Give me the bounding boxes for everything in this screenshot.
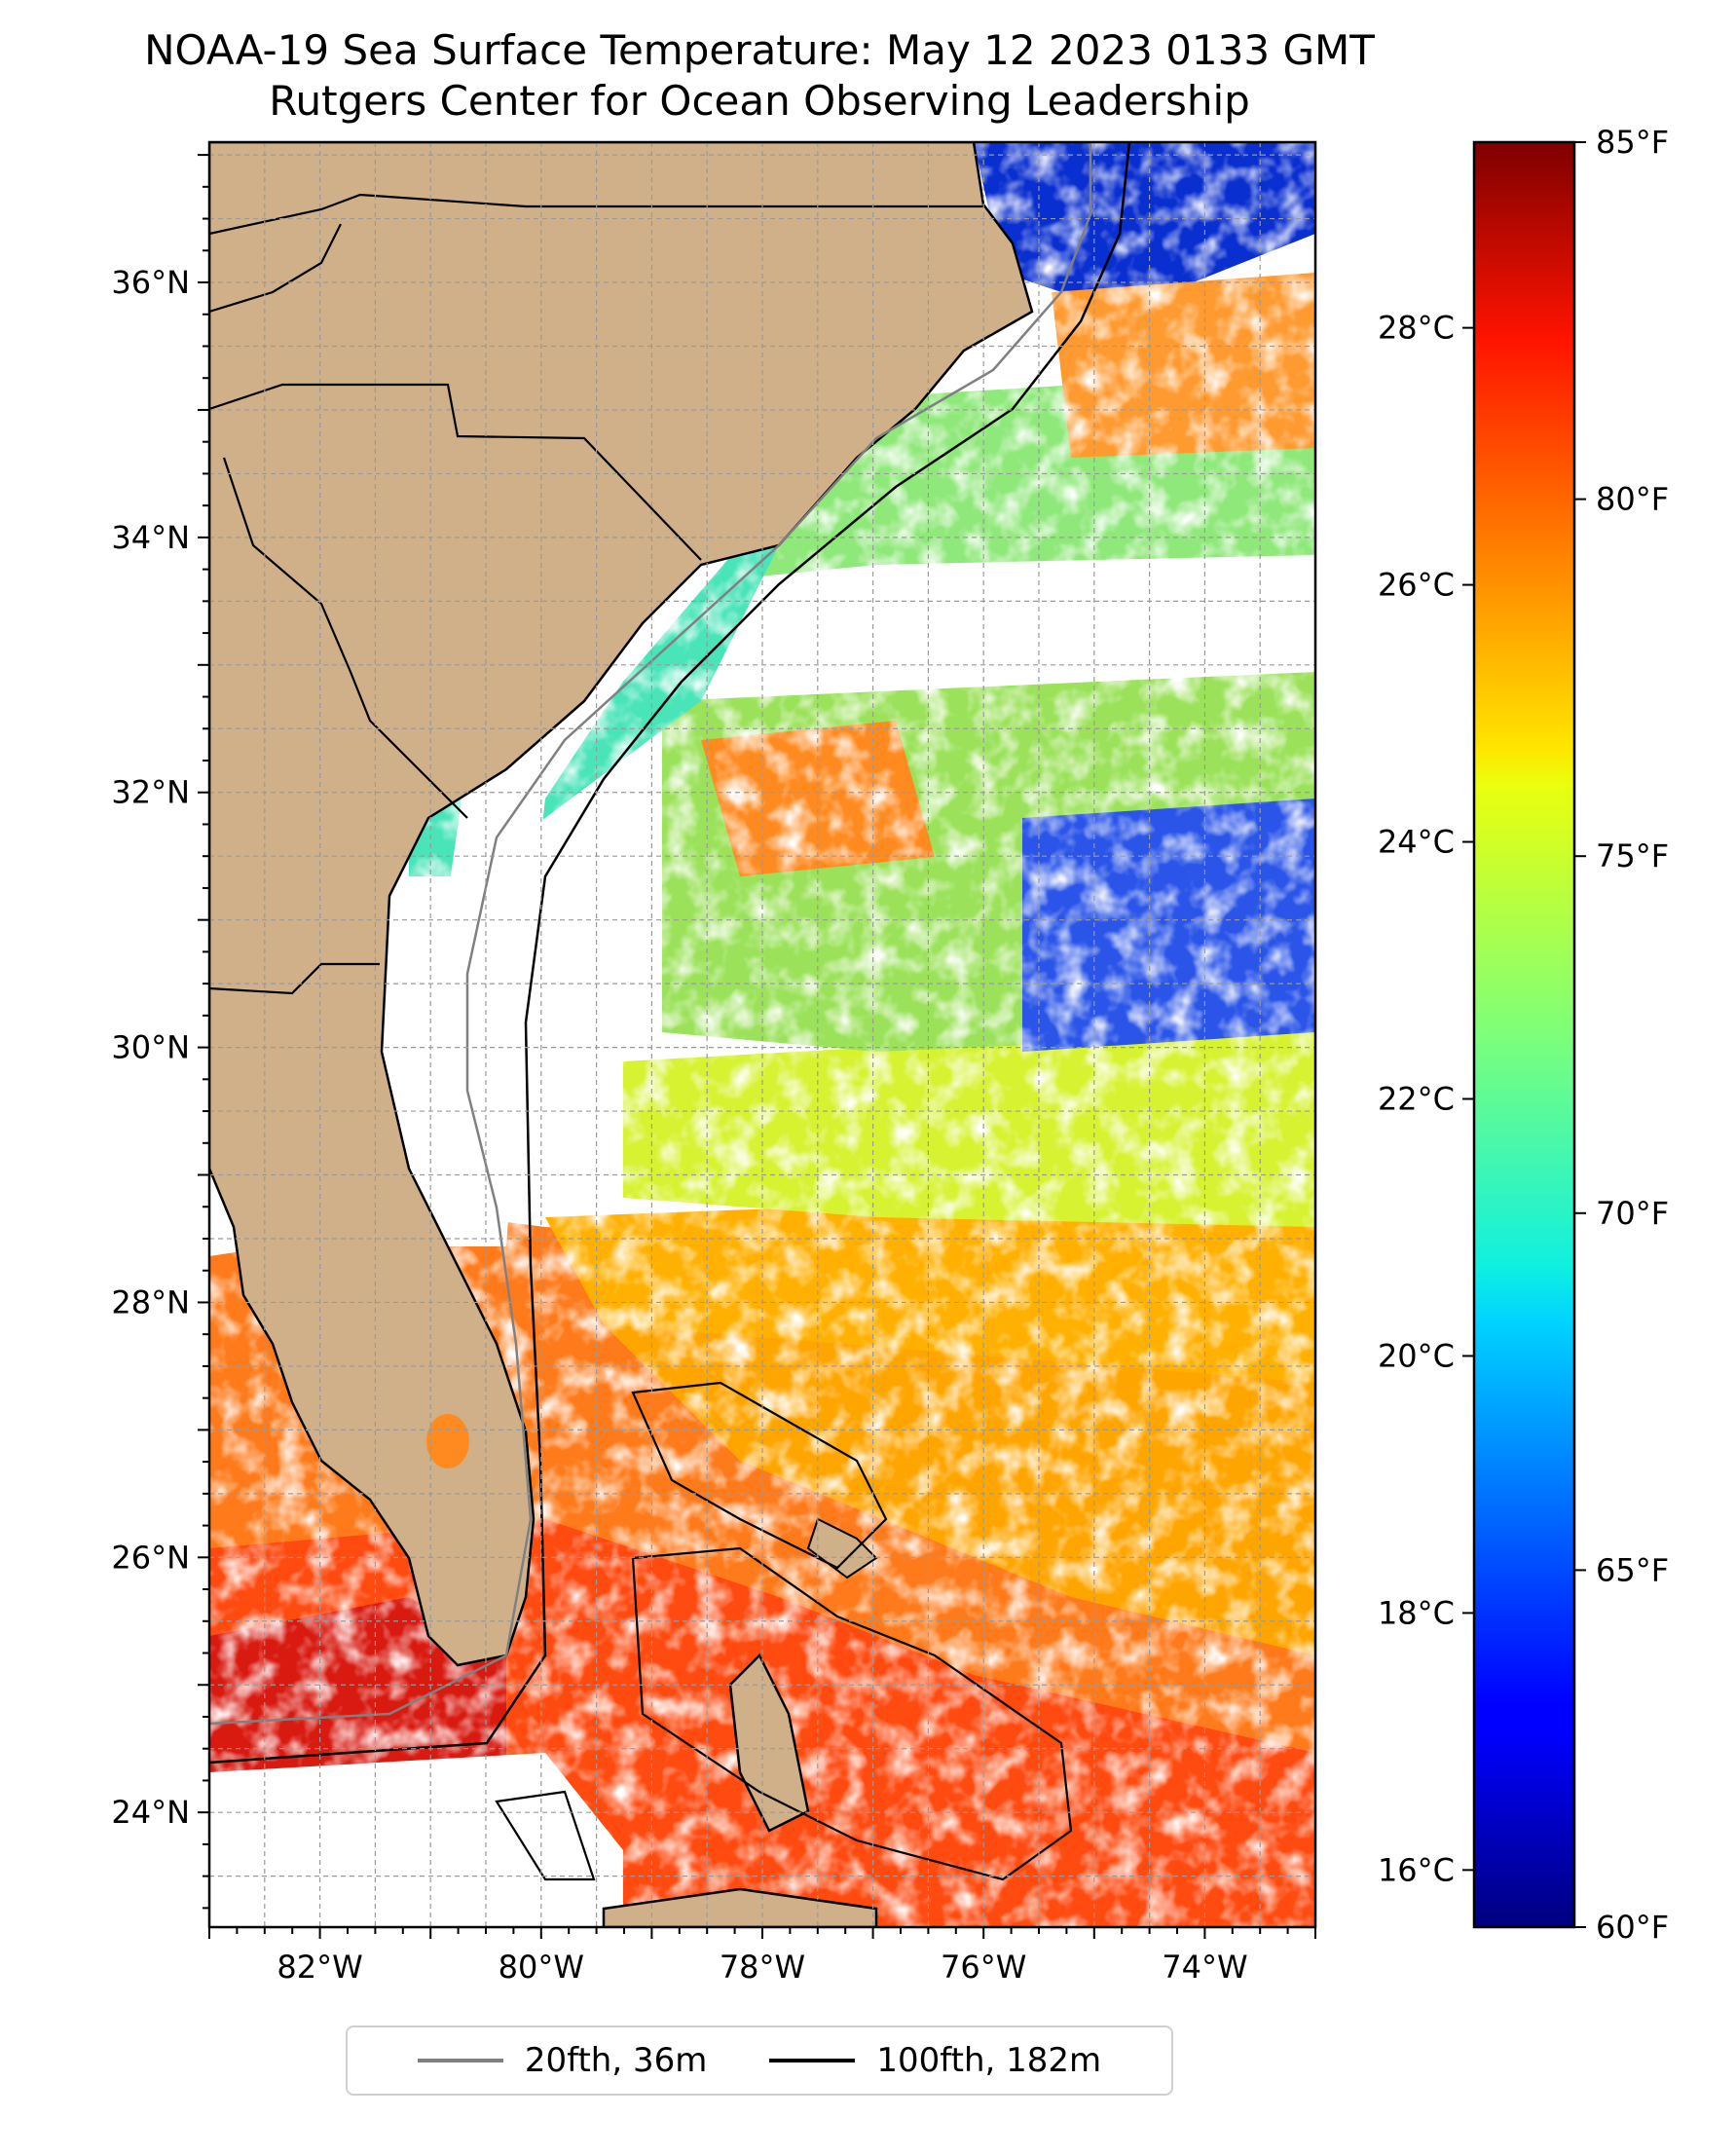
lat-tick-label: 36°N — [111, 264, 190, 301]
colorbar-fahrenheit-ticks: 85°F 80°F 75°F 70°F 65°F 60°F — [1574, 124, 1669, 1946]
lat-tick-label: 26°N — [111, 1539, 190, 1576]
colorbar-c-tick-label: 20°C — [1378, 1337, 1455, 1374]
colorbar-c-tick-label: 28°C — [1378, 310, 1455, 347]
sst-map: 82°W 80°W 78°W 76°W 74°W 36°N 34°N 32°N 30°N 28°… — [111, 140, 1317, 1986]
lon-tick-label: 76°W — [941, 1949, 1026, 1986]
lon-tick-label: 80°W — [499, 1949, 584, 1986]
andros-island — [728, 1653, 810, 1833]
lon-tick-label: 78°W — [720, 1949, 805, 1986]
lon-tick-label: 82°W — [277, 1949, 362, 1986]
bahamas-bank-north — [631, 1381, 888, 1570]
legend-label-100fth: 100fth, 182m — [876, 2041, 1102, 2080]
contour-100fth — [209, 142, 1131, 1765]
colorbar-f-tick-label: 70°F — [1596, 1195, 1669, 1232]
latitude-ticks: 36°N 34°N 32°N 30°N 28°N 26°N 24°N — [111, 154, 209, 1910]
legend-item-20fth: 20fth, 36m — [417, 2041, 708, 2080]
lat-tick-label: 24°N — [111, 1794, 190, 1831]
new-providence-island — [806, 1517, 878, 1579]
cloud-south — [209, 1753, 623, 1927]
colorbar-f-tick-label: 85°F — [1596, 124, 1669, 161]
title-line-1: NOAA-19 Sea Surface Temperature: May 12 … — [144, 26, 1375, 74]
gridlines — [208, 142, 1316, 1927]
colorbar-c-tick-label: 26°C — [1378, 567, 1455, 604]
colorbar-f-tick-label: 80°F — [1596, 481, 1669, 518]
lat-tick-label: 34°N — [111, 519, 190, 556]
contour-20fth — [209, 142, 1092, 1726]
bathymetry-contours — [209, 142, 1131, 1881]
legend-label-20fth: 20fth, 36m — [524, 2041, 708, 2080]
map-title: NOAA-19 Sea Surface Temperature: May 12 … — [0, 25, 1519, 127]
colorbar-gradient — [1472, 140, 1576, 1929]
lake-okeechobee — [426, 1414, 469, 1468]
colorbar-c-tick-label: 22°C — [1378, 1080, 1455, 1117]
lat-tick-label: 28°N — [111, 1283, 190, 1320]
colorbar-c-tick-label: 24°C — [1378, 824, 1455, 861]
lat-tick-label: 30°N — [111, 1029, 190, 1066]
colorbar-f-tick-label: 75°F — [1596, 837, 1669, 874]
colorbar: 85°F 80°F 75°F 70°F 65°F 60°F 28°C 26°C 24°C 22°… — [1378, 124, 1669, 1946]
legend: 20fth, 36m 100fth, 182m — [346, 2025, 1173, 2096]
state-border-fl-ga — [209, 962, 380, 995]
cay-sal-bank — [495, 1790, 596, 1881]
colorbar-c-tick-label: 18°C — [1378, 1594, 1455, 1631]
legend-swatch-20fth — [417, 2059, 503, 2062]
state-border-nc-sc — [209, 383, 702, 561]
lat-tick-label: 32°N — [111, 774, 190, 811]
state-border-ga-sc — [222, 457, 468, 819]
colorbar-celsius-ticks: 28°C 26°C 24°C 22°C 20°C 18°C 16°C — [1378, 310, 1474, 1888]
longitude-ticks: 82°W 80°W 78°W 76°W 74°W — [208, 1927, 1316, 1986]
title-line-2: Rutgers Center for Ocean Observing Leade… — [269, 77, 1250, 125]
legend-swatch-100fth — [769, 2059, 856, 2062]
bahamas-bank-great — [631, 1546, 1073, 1881]
colorbar-f-tick-label: 65°F — [1596, 1551, 1669, 1588]
mainland — [209, 142, 1034, 1667]
colorbar-f-tick-label: 60°F — [1596, 1909, 1669, 1946]
cuba-coast — [602, 1887, 878, 1927]
land — [209, 142, 1034, 1927]
lon-tick-label: 74°W — [1162, 1949, 1247, 1986]
colorbar-c-tick-label: 16°C — [1378, 1851, 1455, 1888]
legend-item-100fth: 100fth, 182m — [769, 2041, 1101, 2080]
state-border-va-nc — [209, 193, 983, 236]
state-border-tn-nc — [209, 223, 342, 314]
